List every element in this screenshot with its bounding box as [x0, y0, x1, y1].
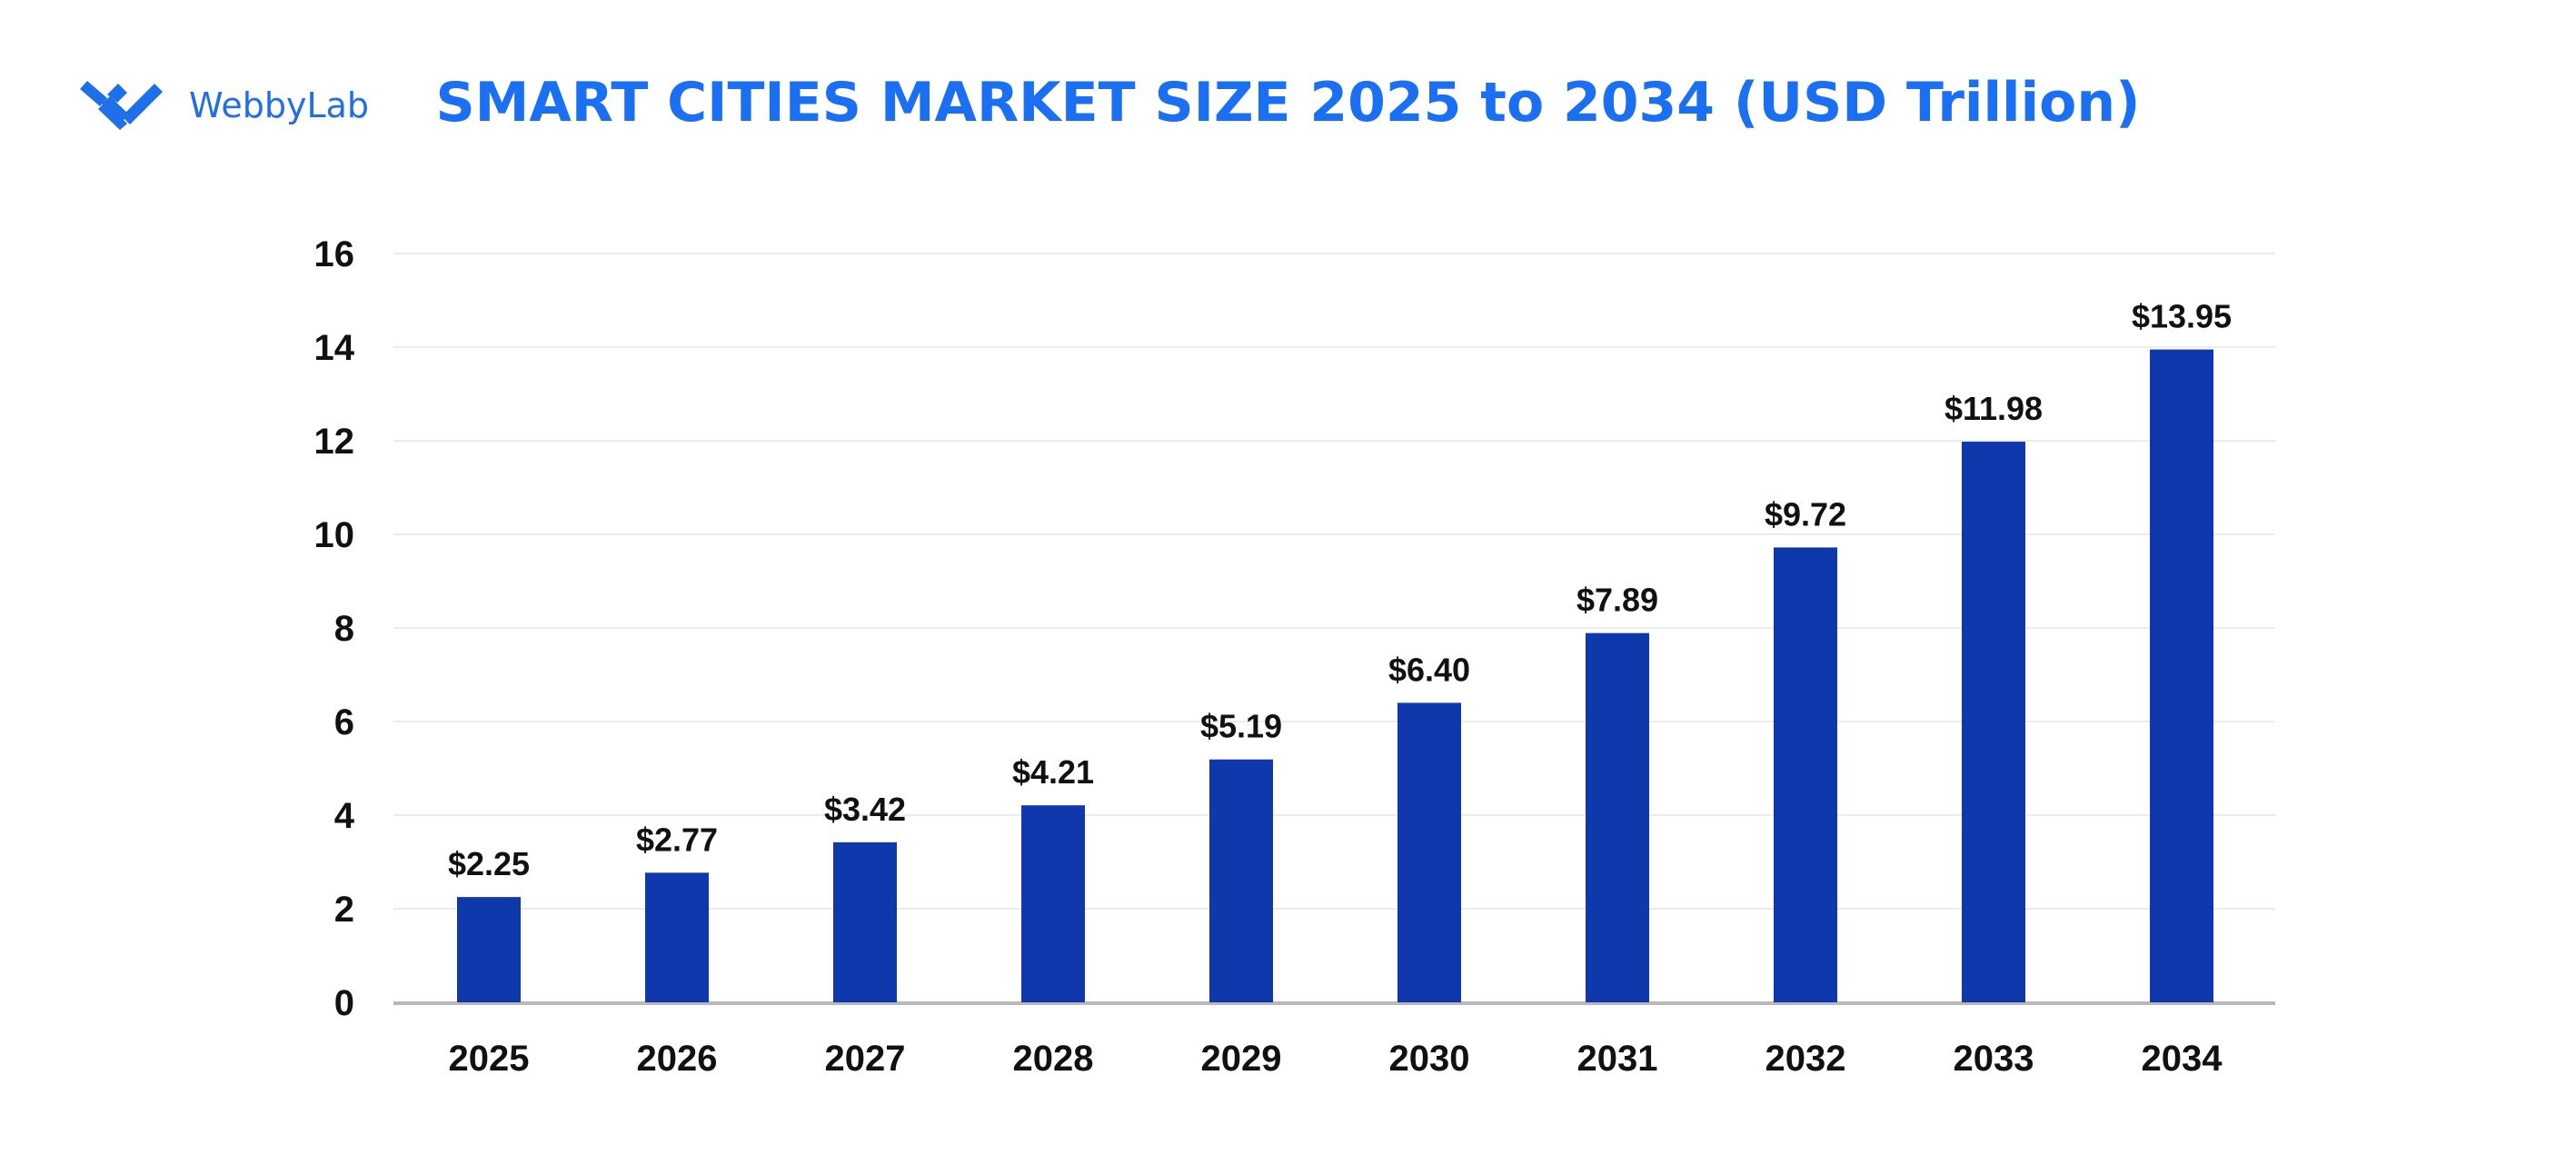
data-label: $4.21 — [1012, 753, 1094, 791]
x-tick-label: 2032 — [1765, 1039, 1846, 1079]
bar-2026 — [645, 872, 709, 1002]
y-tick-label: 10 — [314, 515, 355, 555]
x-tick-label: 2030 — [1389, 1039, 1470, 1079]
bar-2027 — [833, 841, 897, 1002]
y-tick-label: 16 — [314, 234, 355, 274]
bar-2029 — [1209, 759, 1273, 1002]
x-tick-label: 2033 — [1954, 1039, 2034, 1079]
webbylab-logo-icon — [80, 81, 163, 130]
x-tick-label: 2028 — [1013, 1039, 1094, 1079]
data-label: $9.72 — [1765, 495, 1846, 533]
x-tick-label: 2034 — [2142, 1039, 2223, 1079]
bar-2031 — [1586, 632, 1649, 1002]
bar-2030 — [1397, 702, 1461, 1002]
x-tick-label: 2026 — [637, 1039, 718, 1079]
data-label: $2.77 — [636, 821, 718, 858]
bar-2025 — [457, 897, 521, 1002]
bar-2033 — [1962, 442, 2025, 1002]
webbylab-logo: WebbyLab — [80, 78, 369, 133]
chart-title: SMART CITIES MARKET SIZE 2025 to 2034 (U… — [435, 71, 2141, 134]
y-tick-label: 0 — [334, 983, 354, 1023]
bar-2034 — [2150, 349, 2213, 1002]
data-label: $11.98 — [1944, 390, 2043, 427]
y-tick-label: 12 — [314, 422, 355, 462]
bar-2028 — [1021, 805, 1085, 1002]
data-label: $7.89 — [1576, 582, 1658, 619]
x-tick-label: 2031 — [1577, 1039, 1658, 1079]
data-label: $5.19 — [1200, 708, 1282, 745]
bar-2032 — [1774, 547, 1837, 1002]
x-tick-label: 2027 — [825, 1039, 906, 1079]
data-label: $13.95 — [2132, 298, 2232, 335]
y-tick-label: 14 — [314, 328, 355, 368]
x-tick-label: 2029 — [1201, 1039, 1282, 1079]
x-tick-label: 2025 — [449, 1039, 530, 1079]
data-label: $3.42 — [824, 791, 906, 828]
y-tick-label: 8 — [334, 609, 354, 649]
data-label: $6.40 — [1388, 651, 1470, 688]
y-tick-label: 4 — [334, 796, 355, 836]
data-label: $2.25 — [448, 845, 530, 882]
webbylab-logo-text: WebbyLab — [189, 85, 370, 125]
y-tick-label: 2 — [334, 890, 354, 930]
y-tick-label: 6 — [334, 702, 354, 742]
